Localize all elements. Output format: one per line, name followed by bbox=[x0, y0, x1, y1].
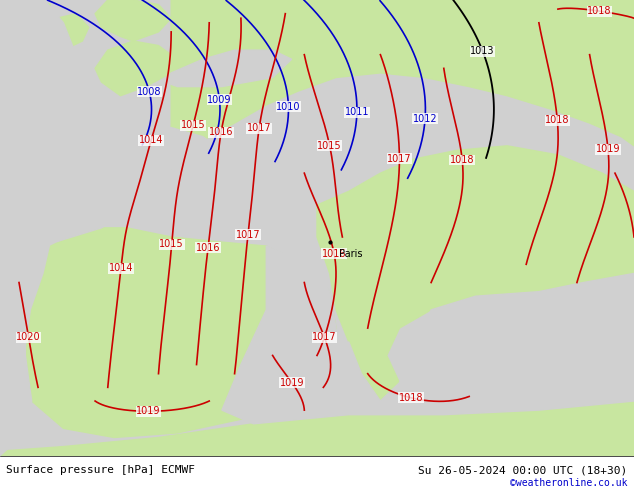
Polygon shape bbox=[51, 14, 89, 50]
Text: ©weatheronline.co.uk: ©weatheronline.co.uk bbox=[510, 478, 628, 488]
Polygon shape bbox=[317, 146, 634, 401]
Text: 1016: 1016 bbox=[322, 249, 346, 259]
Text: 1013: 1013 bbox=[470, 46, 495, 56]
Text: Paris: Paris bbox=[339, 249, 363, 260]
Polygon shape bbox=[0, 0, 76, 456]
Text: 1019: 1019 bbox=[280, 378, 304, 388]
Polygon shape bbox=[0, 401, 634, 456]
Text: 1018: 1018 bbox=[450, 155, 474, 165]
Text: 1019: 1019 bbox=[596, 145, 620, 154]
Polygon shape bbox=[44, 169, 152, 242]
Polygon shape bbox=[108, 127, 222, 169]
Text: Surface pressure [hPa] ECMWF: Surface pressure [hPa] ECMWF bbox=[6, 466, 195, 475]
Text: 1020: 1020 bbox=[16, 332, 41, 343]
Text: 1019: 1019 bbox=[136, 406, 160, 416]
Text: 1010: 1010 bbox=[276, 102, 301, 112]
Polygon shape bbox=[171, 0, 634, 169]
Text: 1017: 1017 bbox=[247, 123, 271, 133]
Polygon shape bbox=[25, 228, 336, 438]
Polygon shape bbox=[165, 50, 292, 87]
Text: 1015: 1015 bbox=[181, 120, 205, 130]
Polygon shape bbox=[222, 246, 634, 424]
Text: 1016: 1016 bbox=[196, 243, 220, 253]
Text: Su 26-05-2024 00:00 UTC (18+30): Su 26-05-2024 00:00 UTC (18+30) bbox=[418, 466, 628, 475]
Text: 1008: 1008 bbox=[137, 87, 162, 97]
Text: 1017: 1017 bbox=[236, 230, 261, 240]
Text: 1016: 1016 bbox=[209, 127, 233, 137]
Text: 1017: 1017 bbox=[387, 154, 411, 164]
Polygon shape bbox=[330, 0, 558, 41]
Polygon shape bbox=[13, 0, 51, 18]
Text: 1018: 1018 bbox=[587, 6, 612, 16]
Text: 1011: 1011 bbox=[345, 107, 369, 117]
Polygon shape bbox=[247, 14, 298, 55]
Text: 1009: 1009 bbox=[207, 95, 231, 104]
Text: 1018: 1018 bbox=[545, 115, 569, 125]
Text: 1014: 1014 bbox=[109, 263, 133, 273]
Text: 1012: 1012 bbox=[413, 114, 437, 123]
Text: 1015: 1015 bbox=[317, 141, 342, 150]
Text: 1015: 1015 bbox=[159, 239, 184, 249]
Text: 1014: 1014 bbox=[139, 135, 164, 146]
Polygon shape bbox=[95, 0, 171, 41]
Text: 1017: 1017 bbox=[312, 332, 337, 343]
Text: 1018: 1018 bbox=[399, 393, 424, 403]
Polygon shape bbox=[95, 41, 178, 96]
